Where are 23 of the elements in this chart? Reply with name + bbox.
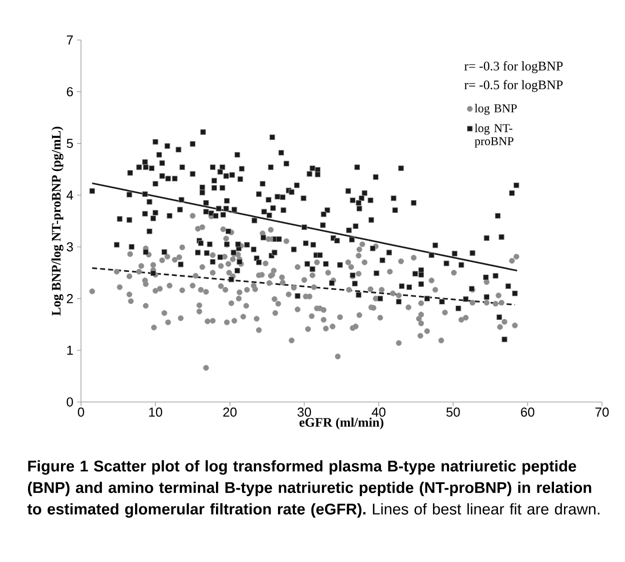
y-tick-label: 1 [67, 346, 73, 355]
annotation: r= -0.3 for logBNP [464, 61, 563, 74]
y-tick-label: 4 [66, 190, 74, 200]
y-tick-label: 5 [66, 138, 73, 148]
x-tick-label: 20 [223, 408, 237, 417]
legend-label: log BNP [474, 104, 517, 115]
x-tick-label: 0 [78, 408, 84, 417]
y-tick-label: 7 [66, 36, 73, 44]
x-tick-label: 30 [298, 408, 312, 417]
y-axis-title: Log BNP/log NT-proBNP (pg/mL) [51, 126, 64, 316]
legend-label: log NT-proBNP [474, 124, 514, 148]
y-tick-label: 2 [66, 294, 73, 304]
text: Figure 1 Scatter plot of log transformed plasma B-type natriuretic peptide (BNP) and amino terminal B-type natriuretic peptide (NT-proBNP) in relation to estimated glomerular filtration rate (eGFR). Lines of best linear fit are drawn. [27, 460, 600, 518]
x-tick-label: 50 [446, 408, 460, 417]
y-tick-label: 0 [66, 397, 73, 407]
annotation: r= -0.5 for logBNP [464, 80, 563, 92]
x-tick-label: 40 [372, 408, 386, 417]
x-tick-label: 10 [149, 408, 162, 417]
x-tick-label: 60 [520, 408, 534, 417]
y-tick-label: 3 [66, 242, 73, 252]
x-tick-label: 70 [595, 408, 609, 417]
y-tick-label: 6 [66, 87, 73, 96]
x-axis-title: eGFR (ml/min) [300, 418, 384, 430]
